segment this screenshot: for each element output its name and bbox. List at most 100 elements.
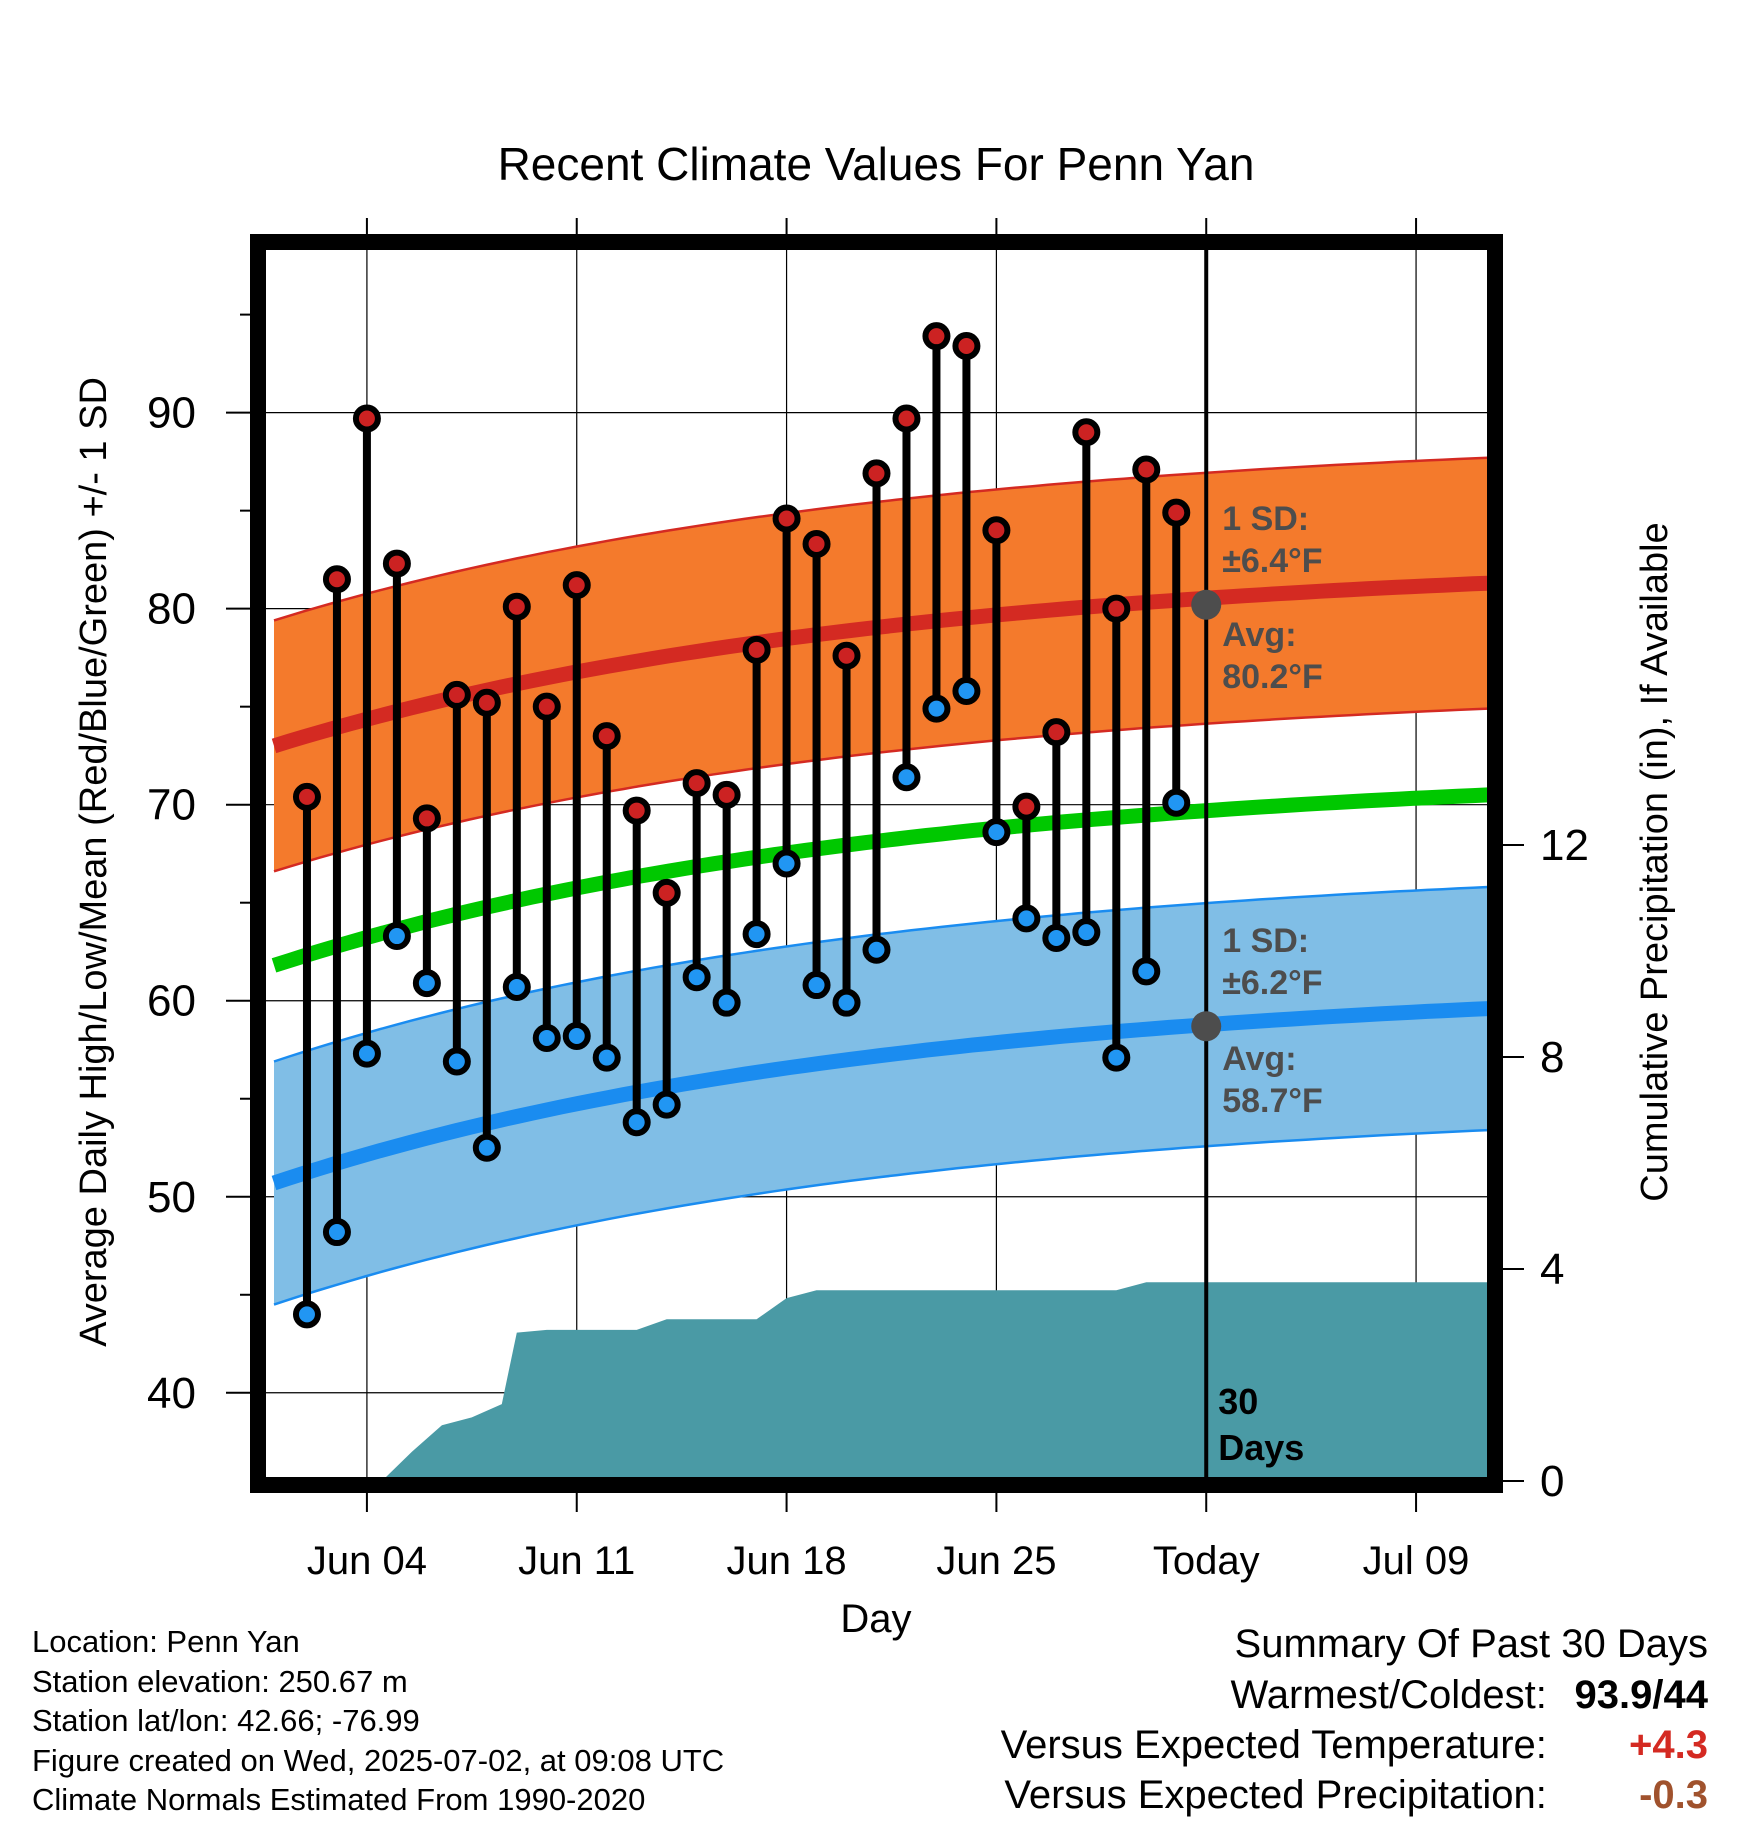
plot-frame bbox=[250, 234, 1503, 1493]
plot-area: 1 SD: ±6.4°F Avg: 80.2°F 1 SD: ±6.2°F Avg: 58.7… bbox=[147, 218, 1589, 1583]
low-sd-annotation-line: ±6.2°F bbox=[1222, 964, 1322, 1002]
obs-low-point bbox=[832, 988, 861, 1017]
high-sd-lower-line bbox=[273, 707, 1489, 873]
y2-tick-label: 4 bbox=[1540, 1245, 1564, 1294]
obs-low-point bbox=[922, 694, 951, 723]
x-tick-label: Jun 04 bbox=[307, 1539, 427, 1583]
obs-high-point bbox=[532, 692, 561, 721]
low-sd-upper-line bbox=[273, 885, 1489, 1063]
created-text: Figure created on Wed, 2025-07-02, at 09… bbox=[32, 1742, 725, 1778]
y-tick-label: 80 bbox=[147, 585, 196, 634]
obs-high-point bbox=[322, 565, 351, 594]
obs-high-point bbox=[412, 804, 441, 833]
today-high-avg-marker bbox=[1191, 589, 1222, 620]
obs-high-point bbox=[502, 592, 531, 621]
obs-high-point bbox=[1012, 792, 1041, 821]
obs-high-point bbox=[952, 331, 981, 360]
precip-label: Versus Expected Precipitation: bbox=[1004, 1773, 1547, 1817]
x-axis-label: Day bbox=[840, 1597, 911, 1641]
obs-high-point bbox=[682, 769, 711, 798]
obs-low-point bbox=[622, 1108, 651, 1137]
high-sd-upper-line bbox=[273, 456, 1489, 622]
period-label-line: 30 bbox=[1218, 1381, 1258, 1422]
obs-low-point bbox=[982, 818, 1011, 847]
elevation-text: Station elevation: 250.67 m bbox=[32, 1663, 408, 1699]
obs-high-point bbox=[1042, 718, 1071, 747]
obs-high-point bbox=[862, 459, 891, 488]
summary-warm-cold: Warmest/Coldest: 93.9/44 bbox=[1001, 1670, 1709, 1720]
period-label: 30 Days bbox=[1218, 1381, 1304, 1468]
obs-low-point bbox=[1162, 788, 1191, 817]
low-sd-annotation-line: 1 SD: bbox=[1222, 922, 1309, 960]
obs-high-point bbox=[982, 516, 1011, 545]
high-sd-annotation-line: 1 SD: bbox=[1222, 500, 1309, 538]
obs-low-point bbox=[502, 973, 531, 1001]
summary-temp: Versus Expected Temperature: +4.3 bbox=[1001, 1720, 1708, 1770]
obs-high-point bbox=[772, 504, 801, 533]
high-avg-annotation: Avg: 80.2°F bbox=[1222, 616, 1323, 696]
obs-high-point bbox=[892, 404, 921, 433]
obs-high-point bbox=[1102, 594, 1131, 623]
y-tick-label: 60 bbox=[147, 977, 196, 1026]
obs-high-point bbox=[1072, 418, 1101, 447]
obs-low-point bbox=[1132, 957, 1161, 986]
obs-low-point bbox=[1012, 904, 1041, 933]
today-low-avg-marker bbox=[1191, 1011, 1222, 1042]
summary-panel: Summary Of Past 30 Days Warmest/Coldest:… bbox=[1001, 1618, 1708, 1820]
obs-low-point bbox=[412, 969, 441, 998]
temp-value: +4.3 bbox=[1629, 1723, 1708, 1767]
obs-high-point bbox=[712, 780, 741, 809]
x-tick-label: Jun 18 bbox=[727, 1539, 847, 1583]
obs-low-point bbox=[472, 1133, 501, 1162]
normal-mean-line bbox=[271, 787, 1489, 973]
obs-low-point bbox=[892, 763, 921, 792]
y2-tick-label: 0 bbox=[1540, 1457, 1564, 1506]
x-tick-label: Jun 11 bbox=[518, 1539, 635, 1583]
y2-tick-label: 12 bbox=[1540, 821, 1589, 870]
obs-low-point bbox=[1102, 1043, 1131, 1072]
obs-high-point bbox=[592, 722, 621, 751]
obs-low-point bbox=[562, 1022, 591, 1051]
obs-high-point bbox=[742, 635, 771, 664]
x-tick-label: Jun 25 bbox=[936, 1539, 1056, 1583]
obs-high-point bbox=[622, 796, 651, 825]
obs-low-point bbox=[712, 988, 741, 1017]
obs-high-point bbox=[352, 404, 381, 433]
warm-cold-label: Warmest/Coldest: bbox=[1230, 1673, 1547, 1717]
x-tick-label: Jul 09 bbox=[1363, 1539, 1470, 1583]
chart-title: Recent Climate Values For Penn Yan bbox=[498, 138, 1255, 190]
obs-low-point bbox=[382, 922, 411, 951]
obs-high-point bbox=[292, 782, 321, 811]
low-sd-annotation: 1 SD: ±6.2°F bbox=[1222, 922, 1322, 1002]
y-tick-label: 90 bbox=[147, 389, 196, 438]
y2-tick-label: 8 bbox=[1540, 1033, 1564, 1082]
low-avg-annotation-line: 58.7°F bbox=[1222, 1082, 1323, 1120]
obs-low-point bbox=[952, 676, 981, 705]
obs-low-point bbox=[292, 1300, 321, 1329]
high-avg-annotation-line: 80.2°F bbox=[1222, 658, 1323, 696]
normal-high-line bbox=[271, 575, 1489, 754]
obs-low-point bbox=[532, 1023, 561, 1052]
y2-axis-label: Cumulative Precipitation (in), If Availa… bbox=[1634, 522, 1676, 1201]
low-avg-annotation: Avg: 58.7°F bbox=[1222, 1040, 1323, 1120]
temp-label: Versus Expected Temperature: bbox=[1000, 1723, 1547, 1767]
obs-high-point bbox=[442, 680, 471, 709]
summary-title: Summary Of Past 30 Days bbox=[1234, 1622, 1708, 1666]
obs-low-point bbox=[592, 1043, 621, 1072]
period-label-line: Days bbox=[1218, 1427, 1304, 1468]
obs-low-point bbox=[682, 963, 711, 992]
obs-high-point bbox=[832, 641, 861, 670]
obs-high-point bbox=[382, 549, 411, 578]
obs-low-point bbox=[742, 920, 771, 949]
normals-text: Climate Normals Estimated From 1990-2020 bbox=[32, 1782, 646, 1817]
high-sd-annotation: 1 SD: ±6.4°F bbox=[1222, 500, 1322, 580]
y-tick-label: 50 bbox=[147, 1173, 196, 1222]
obs-low-point bbox=[1072, 918, 1101, 947]
obs-low-point bbox=[352, 1039, 381, 1068]
x-tick-label: Today bbox=[1153, 1539, 1260, 1583]
obs-low-point bbox=[322, 1218, 351, 1247]
obs-high-point bbox=[802, 529, 831, 558]
obs-high-point bbox=[922, 322, 951, 351]
high-sd-annotation-line: ±6.4°F bbox=[1222, 542, 1322, 580]
